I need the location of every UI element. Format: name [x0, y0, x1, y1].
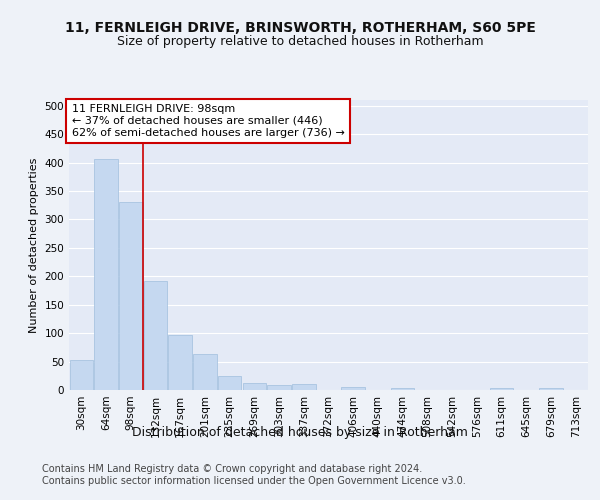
Y-axis label: Number of detached properties: Number of detached properties: [29, 158, 39, 332]
Bar: [119, 202, 143, 390]
Bar: [391, 388, 415, 390]
Text: Contains HM Land Registry data © Crown copyright and database right 2024.: Contains HM Land Registry data © Crown c…: [42, 464, 422, 474]
Text: 11, FERNLEIGH DRIVE, BRINSWORTH, ROTHERHAM, S60 5PE: 11, FERNLEIGH DRIVE, BRINSWORTH, ROTHERH…: [65, 20, 535, 34]
Bar: [341, 386, 365, 390]
Bar: [268, 385, 291, 390]
Bar: [218, 376, 241, 390]
Bar: [94, 158, 118, 390]
Text: Distribution of detached houses by size in Rotherham: Distribution of detached houses by size …: [132, 426, 468, 439]
Bar: [539, 388, 563, 390]
Bar: [144, 281, 167, 390]
Bar: [242, 382, 266, 390]
Bar: [193, 354, 217, 390]
Bar: [169, 335, 192, 390]
Text: 11 FERNLEIGH DRIVE: 98sqm
← 37% of detached houses are smaller (446)
62% of semi: 11 FERNLEIGH DRIVE: 98sqm ← 37% of detac…: [71, 104, 344, 138]
Bar: [292, 384, 316, 390]
Text: Contains public sector information licensed under the Open Government Licence v3: Contains public sector information licen…: [42, 476, 466, 486]
Bar: [70, 360, 93, 390]
Bar: [490, 388, 513, 390]
Text: Size of property relative to detached houses in Rotherham: Size of property relative to detached ho…: [116, 34, 484, 48]
